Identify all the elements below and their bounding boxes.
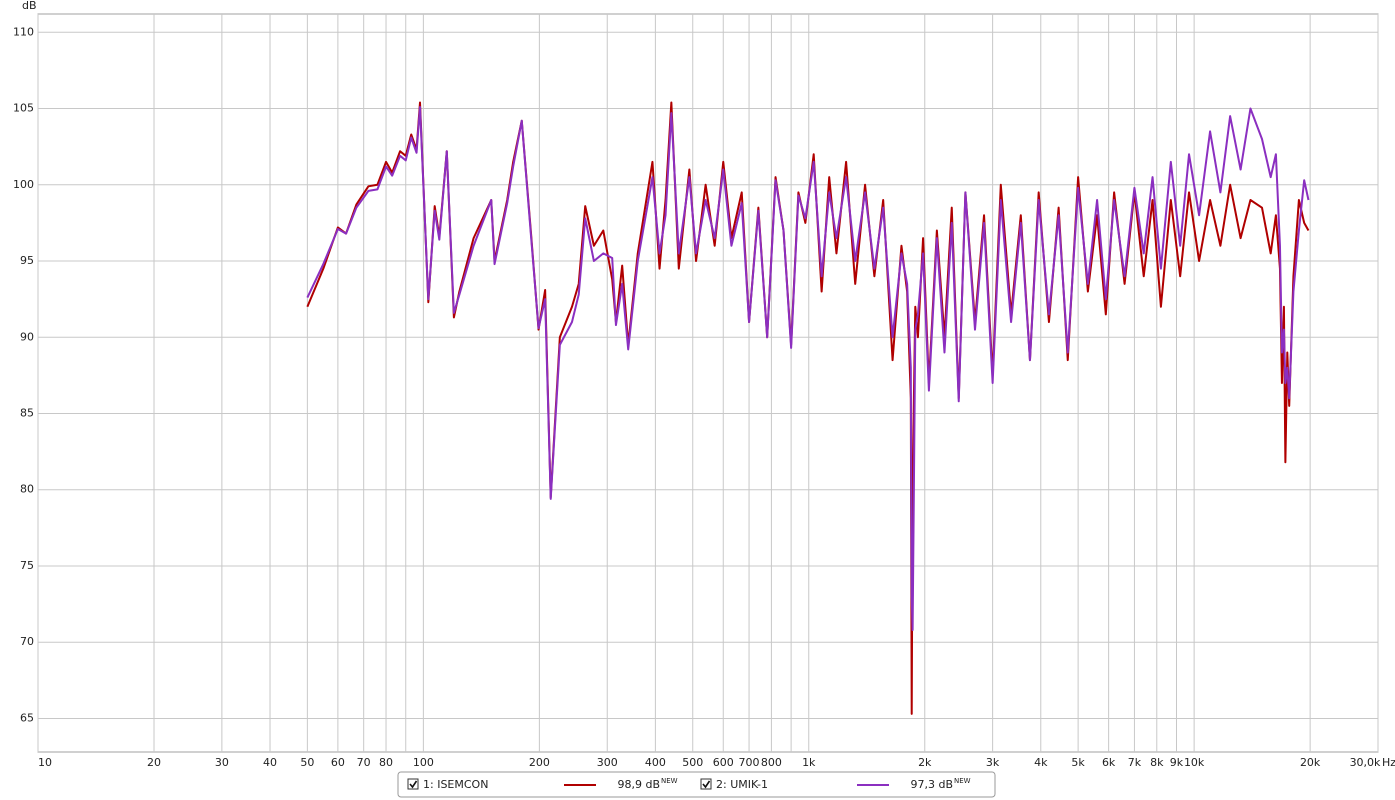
legend-item[interactable]: 1: ISEMCON 98,9 dB NEW <box>407 777 678 791</box>
legend <box>397 771 996 798</box>
lines <box>306 101 1310 715</box>
x-tick-label: 50 <box>300 756 314 769</box>
y-tick-label: 110 <box>13 25 34 38</box>
x-tick-label: 20 <box>147 756 161 769</box>
legend-badge: NEW <box>954 777 971 785</box>
legend-item[interactable]: 2: UMIK-1 97,3 dB NEW <box>700 777 971 791</box>
x-tick-label: 7k <box>1128 756 1142 769</box>
x-tick-label: 500 <box>682 756 703 769</box>
x-tick-label: 10k <box>1184 756 1205 769</box>
y-tick-label: 70 <box>20 635 34 648</box>
x-tick-label: 60 <box>331 756 345 769</box>
y-tick-label: 95 <box>20 254 34 267</box>
x-tick-label: 2k <box>918 756 932 769</box>
y-tick-label: 90 <box>20 330 34 343</box>
checkmark <box>702 780 711 789</box>
legend-badge: NEW <box>661 777 678 785</box>
x-tick-label: 10 <box>38 756 52 769</box>
x-tick-label: 70 <box>357 756 371 769</box>
x-tick-label: 4k <box>1034 756 1048 769</box>
y-axis-label: dB <box>22 0 37 12</box>
series-line <box>306 106 1310 632</box>
x-tick-label: 40 <box>263 756 277 769</box>
x-tick-label: 200 <box>529 756 550 769</box>
legend-level: 98,9 dB <box>617 778 660 791</box>
x-tick-label: 1k <box>802 756 816 769</box>
x-tick-label: 6k <box>1102 756 1116 769</box>
legend-label: 1: ISEMCON <box>423 778 488 791</box>
x-tick-label: 30,0k <box>1350 756 1381 769</box>
x-tick-label: 800 <box>761 756 782 769</box>
x-tick-label: 9k <box>1170 756 1184 769</box>
checkbox[interactable] <box>700 778 712 790</box>
legend-items: 1: ISEMCON 98,9 dB NEW 2: UMIK-1 97,3 dB NEW <box>407 777 971 791</box>
x-tick-label: 3k <box>986 756 1000 769</box>
y-tick-label: 85 <box>20 406 34 419</box>
x-tick-label: 5k <box>1071 756 1085 769</box>
checkbox[interactable] <box>407 778 419 790</box>
x-tick-label: 700 <box>739 756 760 769</box>
y-tick-label: 75 <box>20 559 34 572</box>
y-tick-label: 65 <box>20 711 34 724</box>
checkmark <box>409 780 418 789</box>
legend-label: 2: UMIK-1 <box>716 778 768 791</box>
x-axis-label: Hz <box>1382 756 1395 769</box>
y-tick-label: 105 <box>13 102 34 115</box>
x-tick-label: 8k <box>1150 756 1164 769</box>
x-tick-label: 300 <box>597 756 618 769</box>
x-tick-label: 600 <box>713 756 734 769</box>
x-tick-label: 100 <box>413 756 434 769</box>
y-tick-label: 100 <box>13 178 34 191</box>
x-tick-label: 30 <box>215 756 229 769</box>
y-tick-label: 80 <box>20 483 34 496</box>
x-tick-label: 80 <box>379 756 393 769</box>
grid <box>37 14 1379 752</box>
legend-level: 97,3 dB <box>910 778 953 791</box>
x-tick-label: 20k <box>1300 756 1321 769</box>
plot-area <box>37 13 1379 753</box>
x-tick-label: 400 <box>645 756 666 769</box>
